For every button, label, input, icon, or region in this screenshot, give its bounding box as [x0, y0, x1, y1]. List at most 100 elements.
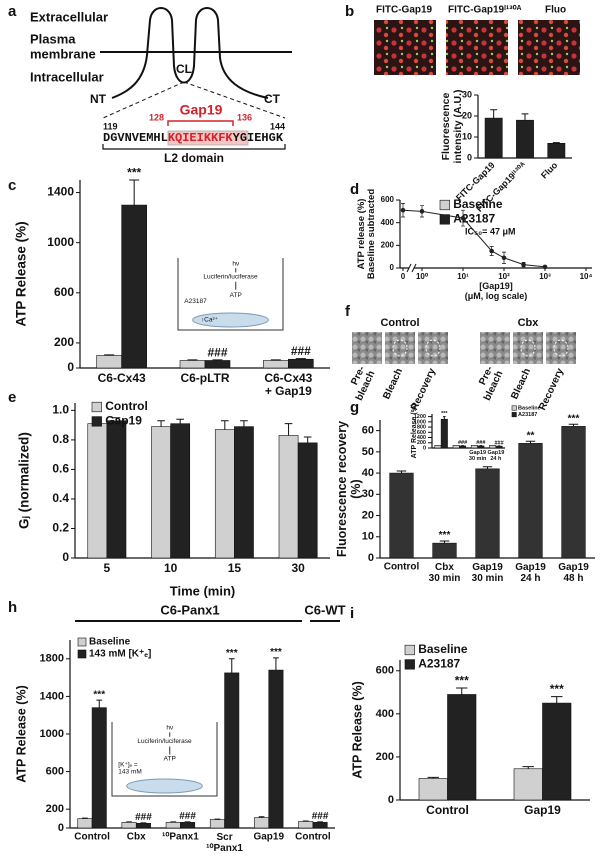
bar [477, 445, 485, 449]
micrograph [518, 20, 580, 75]
inset-label: hν [166, 725, 173, 732]
bar [389, 472, 414, 559]
error-bar [270, 359, 281, 361]
significance-label: *** [226, 648, 238, 659]
y-axis-label: Fluorescenceintensity (A.U.) [440, 89, 464, 163]
error-bar [212, 359, 223, 361]
legend-label: Baseline [518, 405, 541, 411]
significance-label: ### [291, 344, 311, 358]
annotation: IC₅₀= 47 μM [465, 226, 515, 236]
x-tick-label: Cbx 30 min [429, 562, 461, 584]
sequence: DGVNVEMHLKQIEIKKFKYGIEHGK [103, 131, 284, 145]
y-tick-label: 30 [462, 89, 472, 99]
panel-label: f [345, 303, 351, 320]
image-label: Fluo [545, 5, 566, 16]
y-tick-label: 200 [376, 751, 394, 763]
error-bar [303, 436, 312, 443]
data-point [460, 215, 466, 221]
bar [254, 817, 270, 829]
micrograph [446, 20, 508, 75]
loop-label: CL [176, 62, 192, 76]
y-tick-label: 0.8 [52, 432, 69, 446]
x-tick-label: Gap19 [524, 803, 561, 817]
significance-label: *** [93, 689, 105, 700]
legend-swatch [404, 659, 415, 670]
axis-break [409, 264, 414, 272]
significance-label: ### [312, 811, 329, 822]
frap-image [418, 332, 448, 364]
error-bar [220, 420, 229, 430]
legend-label: A23187 [418, 657, 460, 671]
x-tick-label: 10³ [539, 272, 551, 281]
bar [297, 442, 318, 559]
region-label: Extracellular [30, 9, 108, 24]
bar [440, 418, 448, 449]
bar [234, 426, 254, 559]
y-tick-label: 20 [362, 509, 374, 521]
legend-swatch [439, 199, 450, 211]
y-tick-label: 1000 [40, 728, 64, 740]
bar [151, 426, 171, 559]
legend-label: A23187 [518, 412, 537, 418]
y-axis-label: ATP Release (%) [14, 685, 28, 783]
inset-label: ATP [230, 292, 242, 299]
y-axis-label: Gⱼ (normalized) [17, 432, 32, 529]
y-tick-label: 400 [381, 218, 395, 227]
x-tick-label: 10⁴ [580, 272, 593, 281]
bar [459, 445, 467, 449]
bar [475, 468, 500, 559]
x-tick-label: 10 [164, 561, 178, 575]
significance-label: *** [550, 682, 564, 696]
y-tick-label: 1800 [40, 653, 64, 665]
significance-label: ** [527, 430, 535, 441]
significance-label: *** [127, 166, 141, 180]
x-axis-label: [Gap19] (μM, log scale) [465, 281, 528, 301]
cell [126, 778, 203, 794]
panel-label: b [345, 3, 354, 20]
y-tick-label: 600 [54, 285, 74, 299]
inset-label: [K⁺]ₑ = 143 mM [118, 761, 141, 775]
error-bar [240, 420, 248, 427]
significance-label: ### [458, 440, 467, 446]
y-tick-label: 200 [46, 803, 64, 815]
x-tick-label: Gap19 30 min [472, 562, 504, 584]
inset-label: hν [232, 260, 239, 267]
error-bar [482, 466, 493, 469]
error-bar [129, 179, 140, 206]
significance-label: *** [441, 411, 448, 417]
domain-bracket [102, 144, 286, 150]
y-tick-label: 0 [67, 360, 74, 374]
error-bar [490, 109, 498, 119]
y-tick-label: 30 [362, 488, 374, 500]
y-tick-label: 1400 [47, 185, 74, 199]
well [111, 722, 218, 797]
y-tick-label: 200 [54, 335, 74, 349]
data-point [542, 264, 548, 270]
group-label: Control [380, 317, 419, 329]
y-tick-label: 200 [381, 240, 395, 249]
error-bar [112, 417, 121, 421]
bar [278, 435, 299, 559]
residue-number: 128 [149, 112, 164, 122]
x-tick-label: 15 [228, 561, 242, 575]
x-tick-label: 10¹ [457, 272, 469, 281]
bar [87, 423, 108, 559]
highlight-box [167, 130, 249, 146]
image-label: FITC-Gap19ᴵ¹³⁰ᴬ [448, 5, 522, 16]
y-tick-label: 600 [46, 766, 64, 778]
group-label: Cbx [518, 317, 540, 329]
data-point [521, 262, 526, 267]
bar [77, 818, 93, 829]
y-axis-label: ATP Release (%) [350, 681, 364, 779]
y-tick-label: 600 [376, 665, 394, 677]
x-tick-label: Scr ¹⁰Panx1 [206, 832, 243, 854]
bar [513, 768, 543, 801]
data-point [419, 209, 425, 214]
x-tick-label: Fluo [539, 160, 560, 181]
inset-bg [410, 410, 509, 466]
y-tick-label: 10 [462, 131, 472, 141]
micrograph [374, 20, 436, 75]
bar [106, 420, 127, 559]
frap-images: Control Cbx [352, 317, 576, 364]
